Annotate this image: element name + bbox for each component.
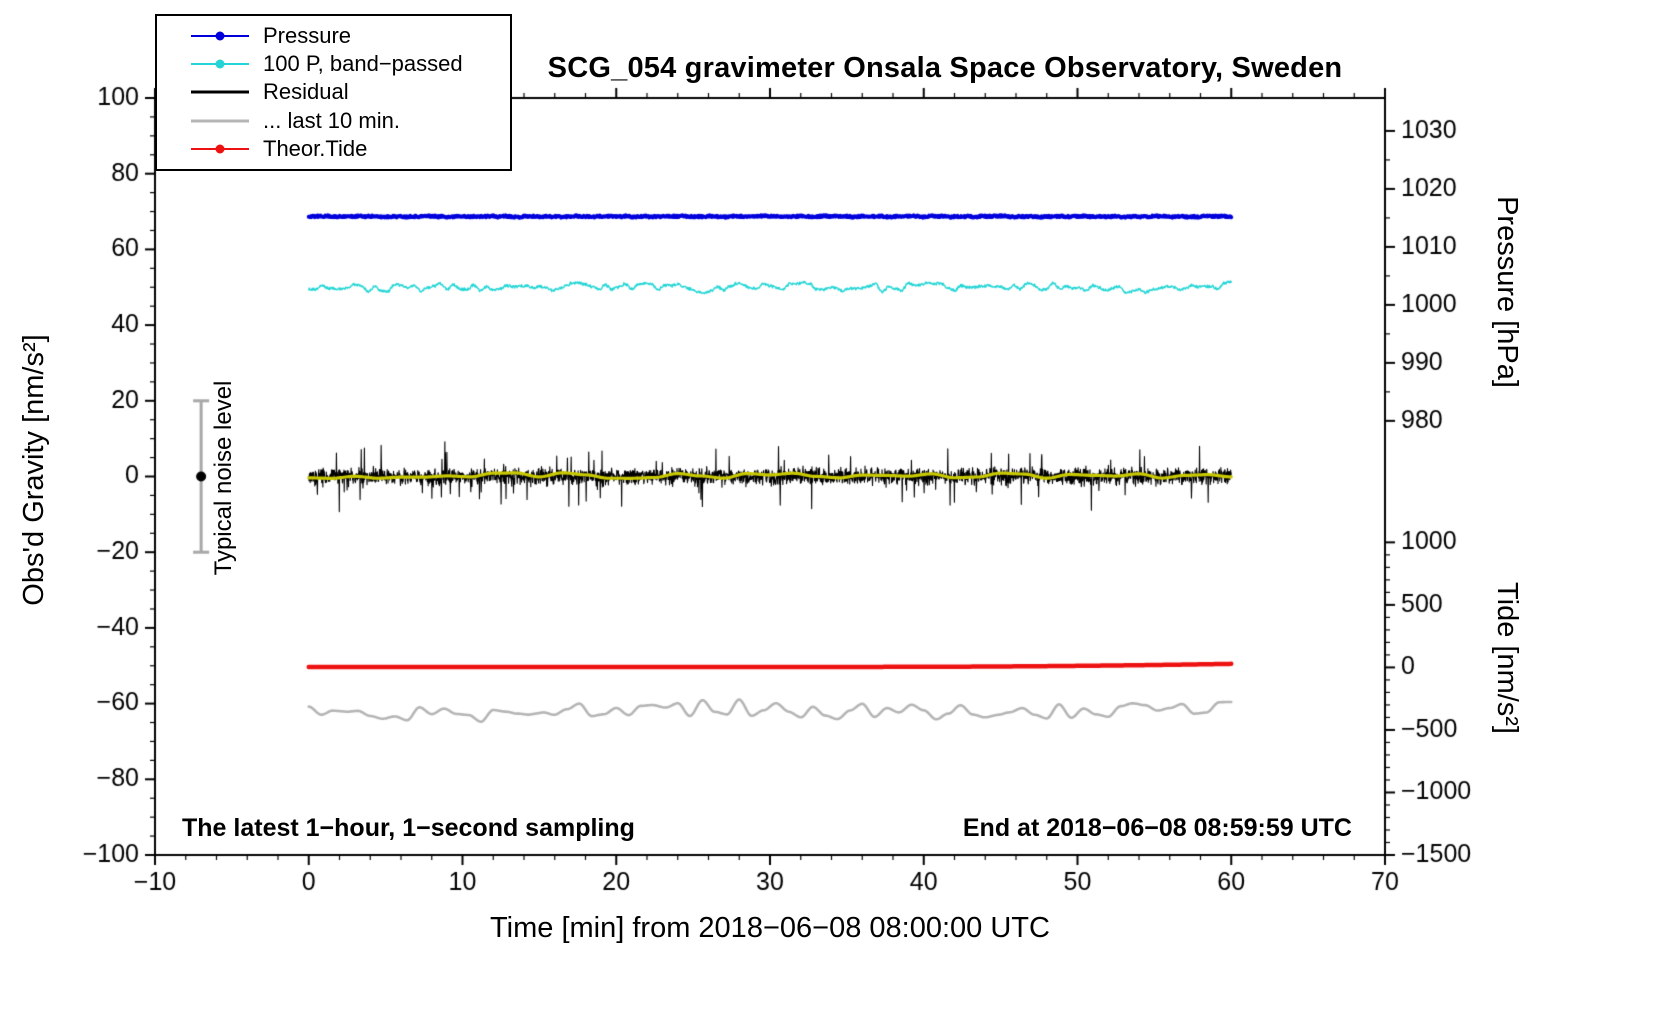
legend-label-theortide: Theor.Tide bbox=[263, 135, 368, 161]
sampling-annotation: The latest 1−hour, 1−second sampling bbox=[182, 814, 635, 842]
legend: Pressure 100 P, band−passed Residual ...… bbox=[155, 14, 512, 171]
legend-item-theortide: Theor.Tide bbox=[191, 135, 510, 161]
pressure-line-swatch bbox=[191, 28, 249, 44]
y-axis-label-tide: Tide [nm/s²] bbox=[1491, 581, 1523, 734]
bandpassed-line-swatch bbox=[191, 56, 249, 72]
residual-line-swatch bbox=[191, 84, 249, 100]
legend-label-pressure: Pressure bbox=[263, 23, 352, 49]
noise-level-label: Typical noise level bbox=[210, 380, 237, 576]
legend-label-residual: Residual bbox=[263, 79, 349, 105]
y-axis-label-gravity: Obs'd Gravity [nm/s²] bbox=[18, 334, 50, 606]
legend-label-last10min: ... last 10 min. bbox=[263, 107, 400, 133]
theortide-line-swatch bbox=[191, 141, 249, 157]
legend-item-pressure: Pressure bbox=[191, 23, 510, 49]
legend-item-last10min: ... last 10 min. bbox=[191, 107, 510, 133]
chart-title: SCG_054 gravimeter Onsala Space Observat… bbox=[547, 52, 1343, 84]
legend-item-residual: Residual bbox=[191, 79, 510, 105]
y-axis-label-pressure: Pressure [hPa] bbox=[1491, 196, 1523, 388]
legend-item-bandpassed: 100 P, band−passed bbox=[191, 51, 510, 77]
end-time-annotation: End at 2018−06−08 08:59:59 UTC bbox=[962, 814, 1352, 842]
last10min-line-swatch bbox=[191, 113, 249, 129]
x-axis-label: Time [min] from 2018−06−08 08:00:00 UTC bbox=[490, 912, 1050, 944]
legend-label-bandpassed: 100 P, band−passed bbox=[263, 51, 463, 77]
